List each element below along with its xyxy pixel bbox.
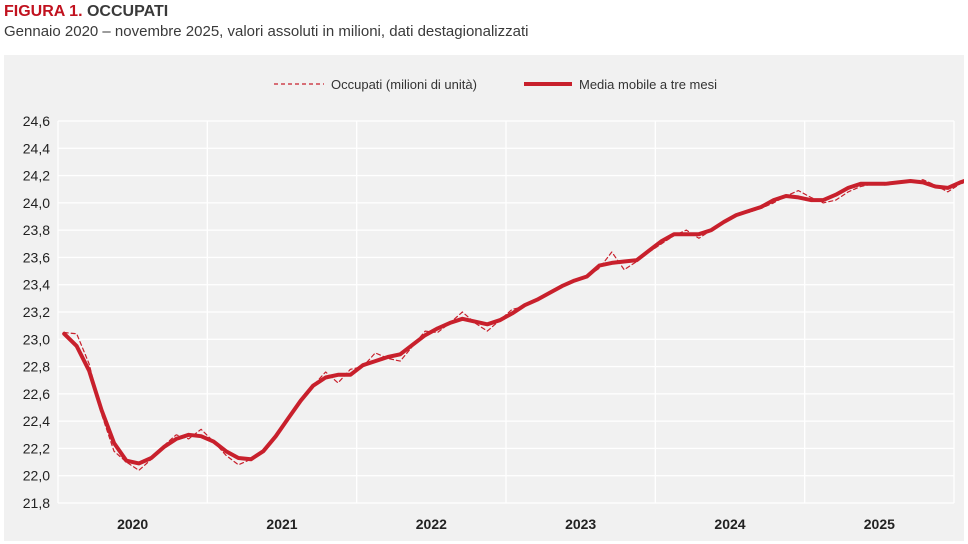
x-tick-label: 2024 (714, 516, 745, 532)
chart-panel: 21,8 22,0 22,2 22,4 22,6 22,8 23,0 23,2 23,4 23,6… (4, 55, 964, 541)
y-axis: 21,8 22,0 22,2 22,4 22,6 22,8 23,0 23,2 23,4 23,6… (23, 113, 50, 511)
y-tick-label: 22,0 (23, 468, 50, 484)
x-tick-label: 2021 (266, 516, 297, 532)
figure-title-line: FIGURA 1. OCCUPATI (4, 2, 528, 22)
figure-title: OCCUPATI (86, 3, 169, 20)
series-line-media-mobile (62, 179, 964, 466)
line-chart: 21,8 22,0 22,2 22,4 22,6 22,8 23,0 23,2 23,4 23,6… (23, 77, 964, 532)
x-axis: 2020 2021 2022 2023 2024 2025 (117, 516, 895, 532)
x-tick-label: 2025 (864, 516, 895, 532)
y-tick-label: 22,2 (23, 440, 50, 456)
y-tick-label: 24,4 (23, 140, 50, 156)
y-tick-label: 24,0 (23, 195, 50, 211)
y-tick-label: 22,8 (23, 359, 50, 375)
y-tick-label: 24,2 (23, 168, 50, 184)
figure-label: FIGURA 1. (4, 3, 83, 20)
y-tick-label: 21,8 (23, 495, 50, 511)
legend-label: Media mobile a tre mesi (579, 77, 717, 92)
series-line-occupati (63, 179, 964, 471)
x-tick-label: 2022 (416, 516, 447, 532)
y-tick-label: 23,4 (23, 277, 50, 293)
y-tick-label: 22,4 (23, 413, 50, 429)
chart-heading: FIGURA 1. OCCUPATI Gennaio 2020 – novemb… (4, 2, 528, 42)
y-tick-label: 23,8 (23, 222, 50, 238)
series-lines (62, 179, 964, 471)
y-tick-label: 22,6 (23, 386, 50, 402)
y-tick-label: 23,6 (23, 249, 50, 265)
grid (57, 120, 955, 504)
y-tick-label: 23,2 (23, 304, 50, 320)
x-tick-label: 2020 (117, 516, 148, 532)
y-tick-label: 23,0 (23, 331, 50, 347)
x-tick-label: 2023 (565, 516, 596, 532)
legend: Occupati (milioni di unità) Media mobile … (274, 77, 717, 92)
legend-label: Occupati (milioni di unità) (331, 77, 477, 92)
figure-subtitle: Gennaio 2020 – novembre 2025, valori ass… (4, 23, 529, 40)
y-tick-label: 24,6 (23, 113, 50, 129)
